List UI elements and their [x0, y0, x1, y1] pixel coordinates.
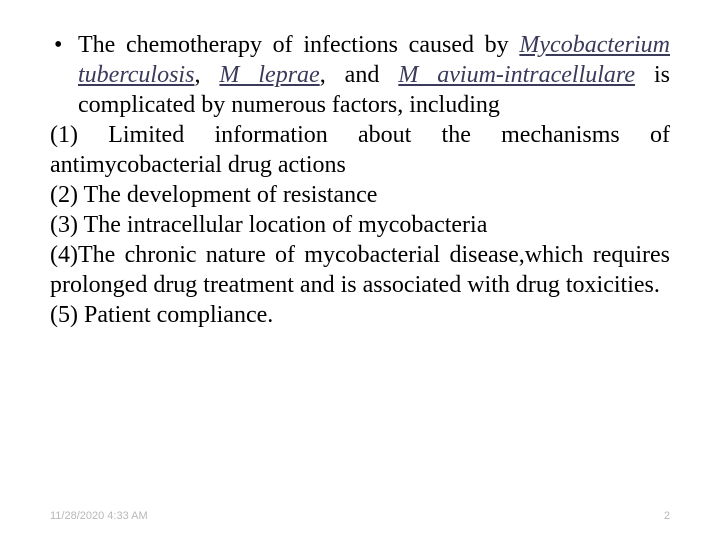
factor-4: (4)The chronic nature of mycobacterial d… — [50, 240, 670, 300]
factor-5: (5) Patient compliance. — [50, 300, 670, 330]
slide-footer: 11/28/2020 4:33 AM 2 — [50, 510, 670, 522]
species-2: M leprae — [219, 62, 319, 88]
footer-page-number: 2 — [664, 510, 670, 522]
intro-text: The chemotherapy of infections caused by… — [78, 30, 670, 120]
bullet-mark: • — [50, 30, 78, 120]
factor-3: (3) The intracellular location of mycoba… — [50, 210, 670, 240]
species-3: M avium-intracellulare — [398, 62, 635, 88]
slide-content: • The chemotherapy of infections caused … — [50, 30, 670, 330]
sep-1: , — [194, 62, 219, 88]
factor-2: (2) The development of resistance — [50, 180, 670, 210]
intro-bullet: • The chemotherapy of infections caused … — [50, 30, 670, 120]
footer-timestamp: 11/28/2020 4:33 AM — [50, 510, 148, 522]
factor-1: (1) Limited information about the mechan… — [50, 120, 670, 180]
sep-2: , and — [320, 62, 399, 88]
slide: • The chemotherapy of infections caused … — [0, 0, 720, 540]
intro-pre: The chemotherapy of infections caused by — [78, 32, 519, 58]
